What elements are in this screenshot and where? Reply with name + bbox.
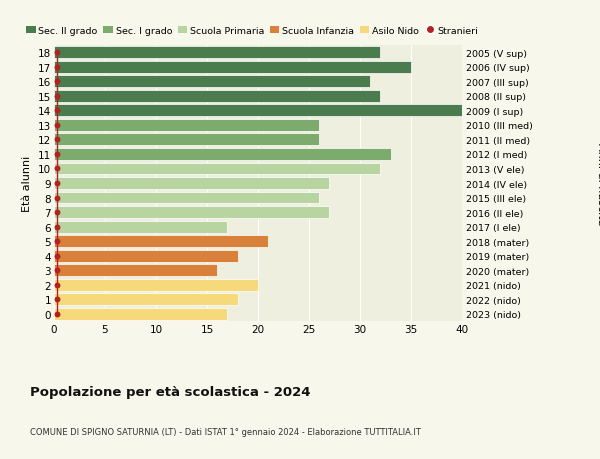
Point — [52, 296, 62, 303]
Point — [52, 122, 62, 129]
Point — [52, 267, 62, 274]
Text: COMUNE DI SPIGNO SATURNIA (LT) - Dati ISTAT 1° gennaio 2024 - Elaborazione TUTTI: COMUNE DI SPIGNO SATURNIA (LT) - Dati IS… — [30, 427, 421, 436]
Point — [52, 252, 62, 260]
Bar — [54, 178, 329, 190]
Point — [52, 224, 62, 231]
Bar — [54, 149, 391, 161]
Point — [52, 195, 62, 202]
Bar — [54, 91, 380, 102]
Bar — [54, 207, 329, 218]
Point — [52, 107, 62, 115]
Point — [52, 281, 62, 289]
Bar — [54, 294, 238, 306]
Bar — [54, 120, 319, 132]
Point — [52, 151, 62, 158]
Bar — [54, 105, 462, 117]
Point — [52, 93, 62, 101]
Legend: Sec. II grado, Sec. I grado, Scuola Primaria, Scuola Infanzia, Asilo Nido, Stran: Sec. II grado, Sec. I grado, Scuola Prim… — [26, 27, 478, 36]
Point — [52, 310, 62, 318]
Point — [52, 238, 62, 245]
Point — [52, 78, 62, 86]
Bar — [54, 308, 227, 320]
Point — [52, 136, 62, 144]
Point — [52, 209, 62, 216]
Bar — [54, 250, 238, 262]
Y-axis label: Età alunni: Età alunni — [22, 156, 32, 212]
Point — [52, 64, 62, 71]
Bar — [54, 47, 380, 59]
Bar — [54, 265, 217, 276]
Y-axis label: Anni di nascita: Anni di nascita — [596, 142, 600, 225]
Bar — [54, 62, 411, 73]
Bar — [54, 235, 268, 247]
Point — [52, 50, 62, 57]
Bar — [54, 134, 319, 146]
Bar — [54, 76, 370, 88]
Text: Popolazione per età scolastica - 2024: Popolazione per età scolastica - 2024 — [30, 386, 311, 398]
Bar — [54, 163, 380, 175]
Bar — [54, 221, 227, 233]
Point — [52, 180, 62, 187]
Bar — [54, 279, 258, 291]
Point — [52, 165, 62, 173]
Bar — [54, 192, 319, 204]
